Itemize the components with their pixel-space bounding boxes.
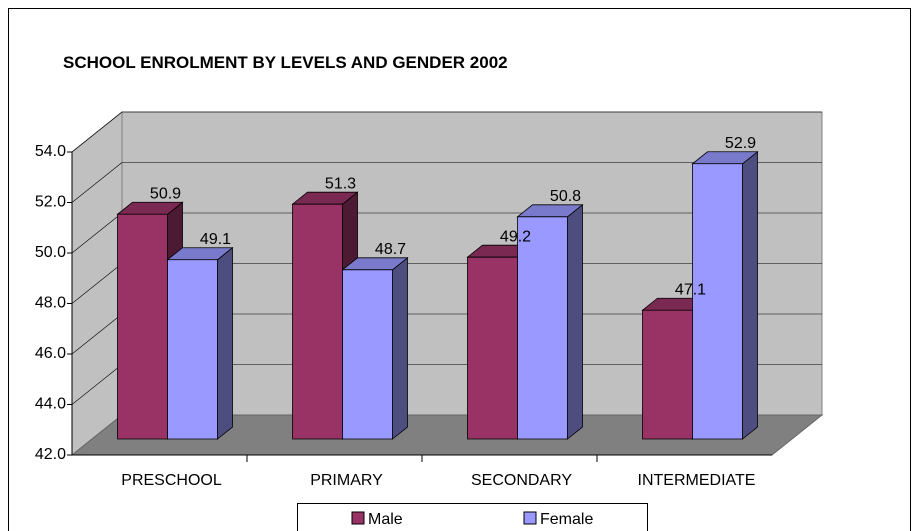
legend-label: Female xyxy=(540,511,593,528)
bar xyxy=(691,150,759,440)
y-tick-label: 48.0 xyxy=(35,295,66,312)
bar-side xyxy=(742,150,758,440)
value-label: 47.1 xyxy=(675,281,706,298)
legend xyxy=(297,503,648,531)
bar-side xyxy=(392,256,408,440)
legend-label: Male xyxy=(368,511,403,528)
y-tick-label: 42.0 xyxy=(35,446,66,463)
bar-front xyxy=(692,163,743,440)
value-label: 49.1 xyxy=(200,231,231,248)
grid-line xyxy=(71,111,123,153)
x-tick-label: PRESCHOOL xyxy=(121,472,222,489)
value-label: 49.2 xyxy=(500,228,531,245)
bar xyxy=(516,203,584,440)
bar xyxy=(166,246,234,440)
chart-title: SCHOOL ENROLMENT BY LEVELS AND GENDER 20… xyxy=(63,53,508,72)
legend-swatch xyxy=(351,511,365,525)
grid-line xyxy=(71,364,123,405)
value-label: 51.3 xyxy=(325,175,356,192)
bar-front xyxy=(167,259,218,440)
grid-line xyxy=(71,162,123,203)
grid-line xyxy=(71,212,123,254)
x-tick-label: PRIMARY xyxy=(310,472,383,489)
x-tick-label: INTERMEDIATE xyxy=(638,472,756,489)
value-label: 50.8 xyxy=(550,188,581,205)
bar-front xyxy=(342,269,393,440)
bar-side xyxy=(567,203,583,440)
y-tick-label: 50.0 xyxy=(35,244,66,261)
bar-front xyxy=(517,216,568,440)
bar-front xyxy=(642,309,693,440)
y-tick-label: 52.0 xyxy=(35,194,66,211)
grid-line xyxy=(71,263,123,304)
value-label: 50.9 xyxy=(150,185,181,202)
bar-front xyxy=(117,213,168,440)
bar-front xyxy=(292,203,343,440)
bar-front xyxy=(467,256,518,440)
y-tick-label: 44.0 xyxy=(35,396,66,413)
bar xyxy=(341,256,409,440)
value-label: 48.7 xyxy=(375,241,406,258)
grid-line xyxy=(71,313,123,355)
y-tick-label: 54.0 xyxy=(35,143,66,160)
y-tick-label: 46.0 xyxy=(35,345,66,362)
bar-side xyxy=(217,246,233,440)
x-tick-label: SECONDARY xyxy=(471,472,572,489)
value-label: 52.9 xyxy=(725,135,756,152)
legend-swatch xyxy=(523,511,537,525)
